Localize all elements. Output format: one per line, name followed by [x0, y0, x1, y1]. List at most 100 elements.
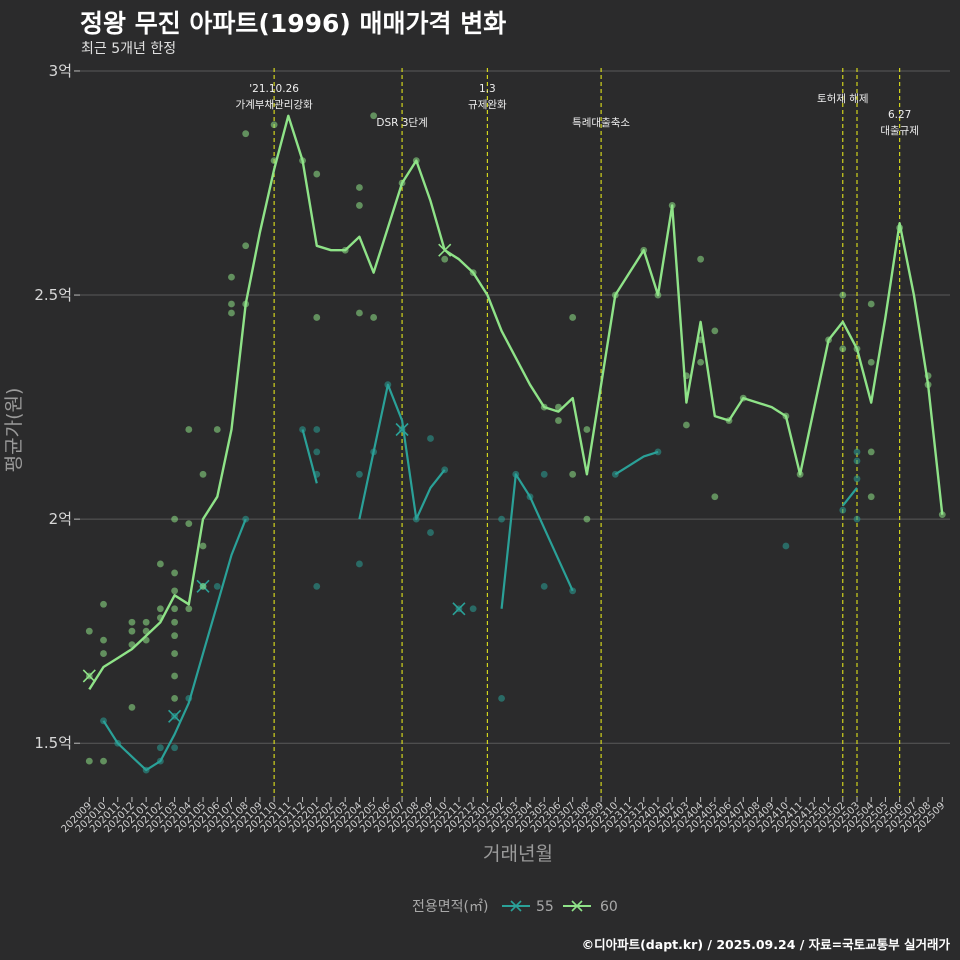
y-axis-title: 평균가(원) [3, 388, 25, 473]
point-55-15 [313, 582, 321, 590]
point-55-5 [171, 744, 179, 752]
xmark-55-2 [395, 422, 409, 437]
point-60-33 [228, 273, 235, 281]
point-55-23 [427, 529, 434, 536]
grid-lines [80, 70, 950, 744]
point-60-77 [839, 291, 847, 299]
point-60-29 [199, 470, 207, 478]
legend-item-60: 60 [563, 899, 618, 915]
point-60-57 [569, 314, 577, 321]
point-60-24 [171, 695, 179, 702]
point-55-22 [427, 435, 434, 442]
point-60-83 [867, 493, 875, 501]
source-caption: ©디아파트(dapt.kr) / 2025.09.24 / 자료=국토교통부 실… [581, 937, 950, 952]
point-60-6 [100, 757, 107, 765]
chart-subtitle: 최근 5개년 한정 [81, 41, 177, 57]
point-60-82 [867, 448, 875, 456]
point-55-27 [498, 515, 505, 523]
point-55-17 [356, 560, 363, 568]
point-55-11 [299, 426, 306, 433]
point-60-47 [356, 309, 363, 317]
line-55-segment-0 [102, 518, 247, 772]
point-60-66 [683, 421, 690, 429]
y-tick-label-1: 2억 [49, 510, 72, 528]
series-55 [100, 381, 861, 774]
point-60-49 [370, 314, 378, 321]
point-60-5 [100, 650, 107, 657]
line-55-segment-1 [301, 429, 318, 484]
point-55-39 [853, 457, 861, 465]
point-55-41 [853, 515, 861, 523]
point-60-32 [213, 426, 221, 433]
point-60-60 [583, 515, 591, 523]
point-55-12 [313, 426, 321, 433]
point-60-46 [356, 202, 363, 209]
point-60-11 [142, 618, 150, 626]
y-tick-label-3: 3억 [49, 62, 72, 80]
xmark-55-3 [452, 602, 466, 616]
point-60-52 [441, 255, 449, 263]
legend-label-55: 55 [536, 899, 554, 915]
point-60-2 [85, 757, 93, 765]
x-axis-title: 거래년월 [483, 843, 553, 865]
point-60-8 [128, 627, 136, 635]
point-55-38 [853, 448, 861, 456]
point-60-35 [228, 309, 235, 317]
point-55-40 [853, 475, 861, 483]
legend-item-55: 55 [502, 899, 554, 915]
point-60-34 [228, 300, 235, 308]
legend-marker-60 [571, 900, 583, 912]
event-label-0: '21.10.26 가계부채관리강화 [235, 83, 313, 111]
point-60-18 [171, 587, 179, 595]
point-60-39 [270, 121, 278, 129]
point-60-80 [867, 300, 875, 308]
event-label-1: DSR 3단계 [376, 117, 427, 129]
point-60-15 [156, 605, 164, 613]
point-60-36 [242, 130, 250, 138]
point-60-0 [85, 627, 93, 635]
point-60-48 [370, 112, 378, 120]
point-60-25 [171, 515, 179, 523]
point-55-13 [313, 448, 321, 456]
xmark-55-0 [168, 709, 182, 723]
point-60-3 [100, 600, 107, 608]
line-55-segment-4 [614, 450, 659, 476]
legend-title: 전용면적(㎡) [412, 899, 488, 915]
point-55-36 [782, 542, 790, 550]
point-55-16 [356, 470, 363, 478]
point-60-20 [171, 618, 179, 626]
point-55-9 [213, 582, 221, 590]
point-55-4 [156, 744, 164, 752]
point-55-31 [540, 470, 548, 478]
xmark-60-1 [438, 243, 452, 257]
point-60-21 [171, 632, 179, 640]
event-label-3: 특례대출축소 [572, 117, 630, 129]
point-60-42 [313, 170, 321, 178]
y-tick-label-0: 1.5억 [34, 734, 72, 752]
point-60-7 [128, 618, 136, 626]
series-60 [82, 112, 946, 765]
point-55-32 [540, 582, 548, 590]
point-60-70 [711, 327, 719, 335]
point-60-10 [128, 703, 136, 711]
point-60-4 [100, 636, 107, 644]
y-tick-label-2: 2.5억 [34, 286, 72, 304]
event-label-2: 1.3 규제완화 [468, 83, 507, 111]
legend: 전용면적(㎡) 55 60 [412, 899, 618, 915]
point-60-59 [583, 426, 591, 433]
point-60-67 [697, 255, 705, 263]
point-60-17 [171, 569, 179, 577]
xmark-60-0 [82, 669, 96, 683]
point-60-27 [185, 520, 193, 528]
point-60-81 [867, 358, 875, 366]
point-55-28 [498, 695, 505, 702]
chart-title: 정왕 무진 아파트(1996) 매매가격 변화 [80, 9, 507, 38]
event-label-6: 6.27 대출규제 [880, 109, 919, 137]
point-60-26 [185, 426, 193, 433]
line-55-segment-3 [500, 473, 574, 609]
point-55-26 [469, 605, 477, 613]
line-60 [88, 114, 944, 691]
point-60-31 [199, 582, 207, 590]
